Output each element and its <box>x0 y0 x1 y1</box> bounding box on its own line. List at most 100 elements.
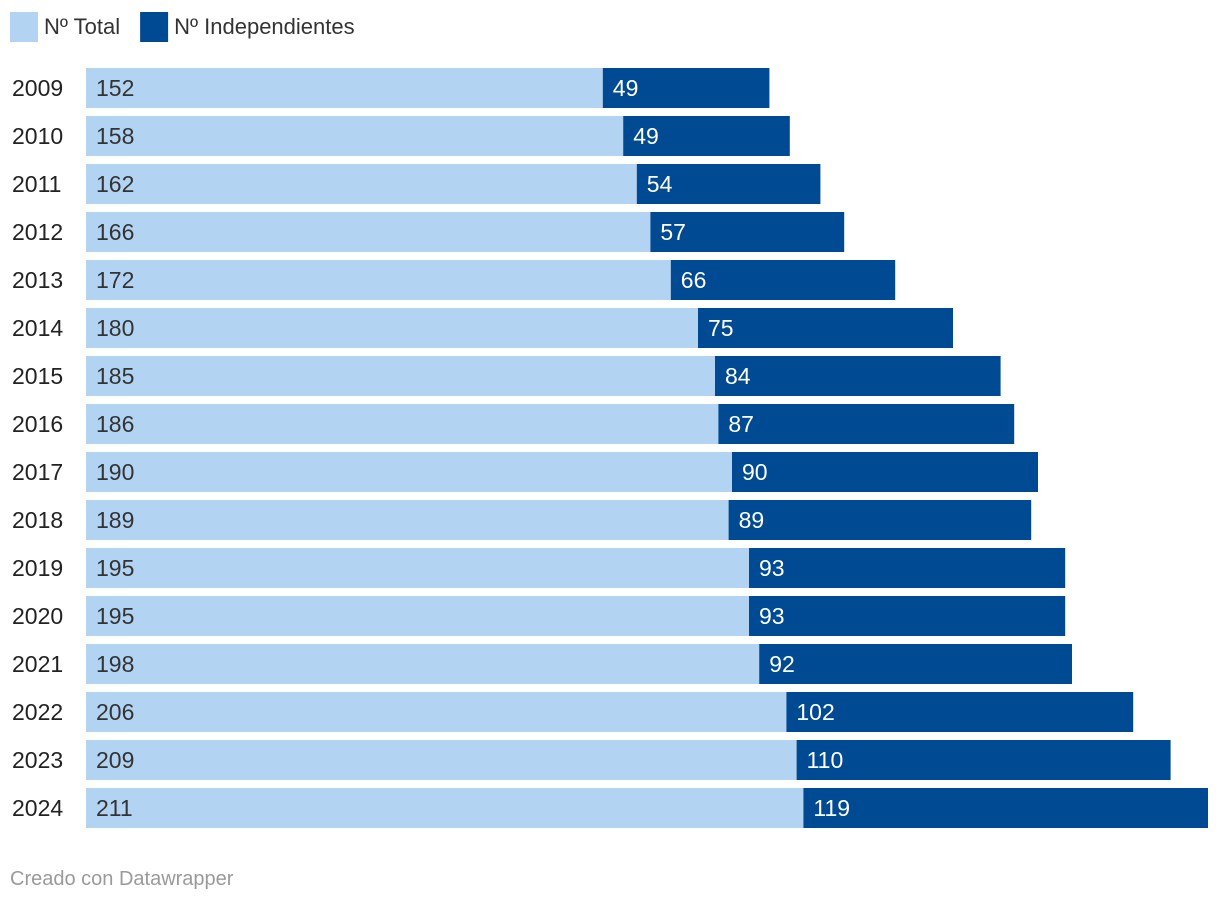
bar-row-2023: 2023 209 110 <box>12 740 1171 780</box>
value-label-total-2024: 211 <box>96 795 133 821</box>
value-label-independientes-2024: 119 <box>813 795 850 821</box>
bar-total-2023 <box>86 740 797 780</box>
bar-row-2020: 2020 195 93 <box>12 596 1066 636</box>
year-label-2009: 2009 <box>12 75 63 101</box>
year-label-2020: 2020 <box>12 603 63 629</box>
bar-total-2011 <box>86 164 637 204</box>
bar-independientes-2024 <box>803 788 1208 828</box>
bar-independientes-2021 <box>759 644 1072 684</box>
bar-total-2021 <box>86 644 760 684</box>
bar-independientes-2012 <box>650 212 845 252</box>
value-label-total-2016: 186 <box>96 411 134 437</box>
bar-total-2012 <box>86 212 651 252</box>
year-label-2014: 2014 <box>12 315 63 341</box>
bar-independientes-2018 <box>728 500 1032 540</box>
bar-total-2015 <box>86 356 715 396</box>
legend-label-total: Nº Total <box>44 14 120 39</box>
bar-row-2016: 2016 186 87 <box>12 404 1015 444</box>
value-label-independientes-2016: 87 <box>728 411 754 437</box>
year-label-2024: 2024 <box>12 795 63 821</box>
bar-total-2014 <box>86 308 698 348</box>
year-label-2010: 2010 <box>12 123 63 149</box>
bar-row-2017: 2017 190 90 <box>12 452 1038 492</box>
year-label-2013: 2013 <box>12 267 63 293</box>
bar-row-2021: 2021 198 92 <box>12 644 1072 684</box>
bar-total-2016 <box>86 404 719 444</box>
value-label-independientes-2009: 49 <box>613 75 639 101</box>
value-label-total-2017: 190 <box>96 459 134 485</box>
bar-independientes-2011 <box>636 164 821 204</box>
bar-independientes-2023 <box>796 740 1171 780</box>
value-label-independientes-2021: 92 <box>769 651 795 677</box>
footer-credit: Creado con Datawrapper <box>10 868 234 890</box>
value-label-total-2015: 185 <box>96 363 134 389</box>
bar-total-2019 <box>86 548 749 588</box>
bar-row-2015: 2015 185 84 <box>12 356 1001 396</box>
year-label-2021: 2021 <box>12 651 63 677</box>
bar-total-2020 <box>86 596 749 636</box>
bar-row-2013: 2013 172 66 <box>12 260 896 300</box>
value-label-total-2010: 158 <box>96 123 134 149</box>
value-label-total-2022: 206 <box>96 699 134 725</box>
bar-total-2017 <box>86 452 732 492</box>
bar-row-2011: 2011 162 54 <box>12 164 821 204</box>
value-label-total-2013: 172 <box>96 267 134 293</box>
bar-independientes-2016 <box>718 404 1015 444</box>
value-label-independientes-2011: 54 <box>647 171 673 197</box>
chart-rows: 2009 152 49 2010 158 49 2011 162 54 2012 166 57 2013… <box>12 68 1208 828</box>
bar-independientes-2022 <box>786 692 1134 732</box>
bar-row-2019: 2019 195 93 <box>12 548 1066 588</box>
bar-independientes-2017 <box>732 452 1038 492</box>
year-label-2016: 2016 <box>12 411 63 437</box>
value-label-independientes-2014: 75 <box>708 315 734 341</box>
value-label-independientes-2019: 93 <box>759 555 785 581</box>
value-label-independientes-2023: 110 <box>807 747 844 773</box>
bar-total-2024 <box>86 788 804 828</box>
value-label-total-2012: 166 <box>96 219 134 245</box>
value-label-independientes-2018: 89 <box>739 507 765 533</box>
bar-row-2024: 2024 211 119 <box>12 788 1208 828</box>
chart-legend: Nº Total Nº Independientes <box>10 12 355 42</box>
bar-total-2009 <box>86 68 603 108</box>
value-label-total-2011: 162 <box>96 171 134 197</box>
value-label-independientes-2017: 90 <box>742 459 768 485</box>
value-label-total-2021: 198 <box>96 651 134 677</box>
legend-label-independientes: Nº Independientes <box>174 14 355 39</box>
bar-total-2010 <box>86 116 624 156</box>
year-label-2017: 2017 <box>12 459 63 485</box>
bar-row-2010: 2010 158 49 <box>12 116 790 156</box>
value-label-independientes-2015: 84 <box>725 363 751 389</box>
year-label-2012: 2012 <box>12 219 63 245</box>
bar-total-2022 <box>86 692 787 732</box>
year-label-2018: 2018 <box>12 507 63 533</box>
value-label-total-2018: 189 <box>96 507 134 533</box>
year-label-2015: 2015 <box>12 363 63 389</box>
bar-row-2009: 2009 152 49 <box>12 68 770 108</box>
year-label-2022: 2022 <box>12 699 63 725</box>
value-label-independientes-2013: 66 <box>681 267 707 293</box>
legend-swatch-total <box>10 12 38 42</box>
value-label-independientes-2022: 102 <box>796 699 834 725</box>
value-label-total-2019: 195 <box>96 555 134 581</box>
value-label-independientes-2012: 57 <box>660 219 686 245</box>
value-label-independientes-2020: 93 <box>759 603 785 629</box>
value-label-total-2020: 195 <box>96 603 134 629</box>
value-label-total-2023: 209 <box>96 747 134 773</box>
bar-independientes-2013 <box>670 260 896 300</box>
bar-row-2012: 2012 166 57 <box>12 212 845 252</box>
bar-independientes-2010 <box>623 116 790 156</box>
bar-independientes-2009 <box>602 68 770 108</box>
bar-independientes-2019 <box>749 548 1066 588</box>
bar-independientes-2014 <box>698 308 953 348</box>
bar-row-2018: 2018 189 89 <box>12 500 1032 540</box>
bar-independientes-2020 <box>749 596 1066 636</box>
value-label-total-2014: 180 <box>96 315 134 341</box>
bar-total-2013 <box>86 260 671 300</box>
value-label-total-2009: 152 <box>96 75 134 101</box>
bar-total-2018 <box>86 500 729 540</box>
value-label-independientes-2010: 49 <box>633 123 659 149</box>
year-label-2023: 2023 <box>12 747 63 773</box>
bar-independientes-2015 <box>715 356 1001 396</box>
year-label-2011: 2011 <box>12 171 61 197</box>
